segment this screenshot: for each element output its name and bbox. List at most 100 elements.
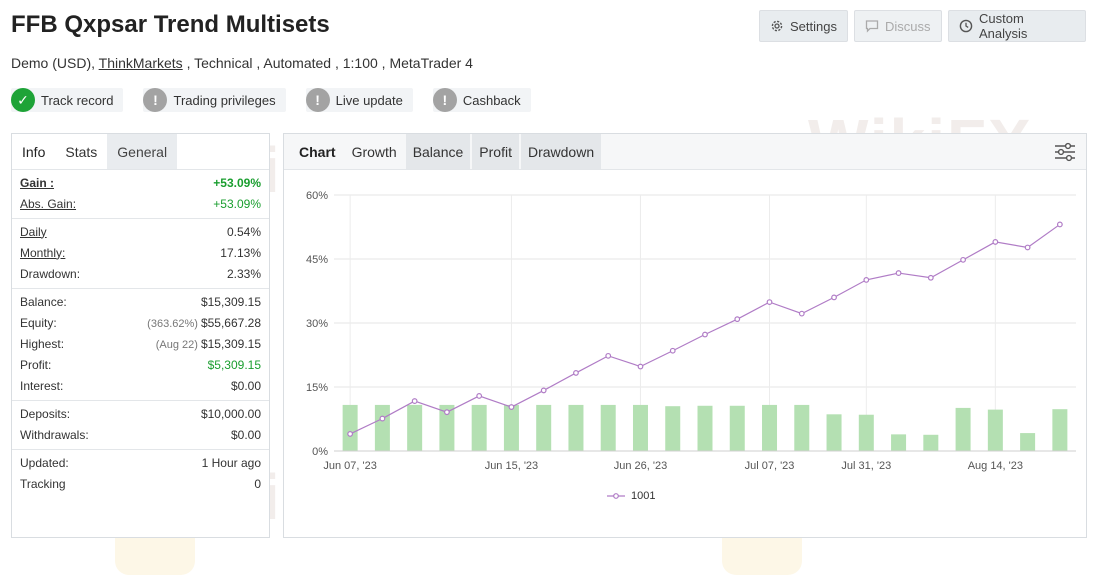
data-point <box>347 431 354 437</box>
stat-label: Updated: <box>20 455 69 470</box>
info-tabs: Info Stats General <box>12 134 269 170</box>
stat-label: Deposits: <box>20 406 71 421</box>
tab-info[interactable]: Info <box>22 144 46 160</box>
bar <box>374 404 390 451</box>
stat-profit: Profit: $5,309.15 <box>20 354 261 375</box>
x-tick-label: Jul 07, '23 <box>745 460 795 472</box>
badge-live-update: ! Live update <box>305 88 413 112</box>
data-point <box>702 331 708 338</box>
tab-drawdown[interactable]: Drawdown <box>520 134 602 169</box>
account-subtitle: Demo (USD), ThinkMarkets , Technical , A… <box>11 55 473 71</box>
stat-value: $15,309.15 <box>200 294 261 309</box>
custom-analysis-button[interactable]: Custom Analysis <box>948 10 1086 42</box>
badge-track-record: ✓ Track record <box>11 88 124 112</box>
stat-monthly: Monthly: 17.13% <box>20 242 261 263</box>
bar <box>407 404 423 451</box>
verification-badges: ✓ Track record ! Trading privileges ! Live … <box>11 88 531 112</box>
discuss-button[interactable]: Discuss <box>854 10 942 42</box>
stat-label: Balance: <box>20 294 67 309</box>
stat-label: Profit: <box>20 357 52 372</box>
info-panel: Info Stats General Gain : +53.09% Abs. Ga… <box>11 133 270 538</box>
exclamation-icon: ! <box>143 88 168 112</box>
stat-value: 0 <box>254 476 261 491</box>
data-point <box>831 294 837 301</box>
bar <box>923 434 939 451</box>
stat-value: $15,309.15 <box>200 336 261 351</box>
highest-date: (Aug 22) <box>155 338 198 351</box>
bar <box>826 414 842 451</box>
x-tick-label: Jun 26, '23 <box>614 460 667 472</box>
data-point <box>895 270 902 276</box>
legend-label: 1001 <box>631 490 656 502</box>
bar <box>665 406 681 451</box>
y-tick-label: 0% <box>312 446 328 458</box>
stat-label: Equity: <box>20 315 57 330</box>
data-point <box>573 370 579 376</box>
tab-chart[interactable]: Chart <box>299 144 336 160</box>
x-tick-label: Jun 07, '23 <box>323 460 376 472</box>
data-point <box>669 347 676 354</box>
page-title: FFB Qxpsar Trend Multisets <box>11 11 330 38</box>
tab-general[interactable]: General <box>107 134 178 169</box>
stat-deposits: Deposits: $10,000.00 <box>20 403 261 424</box>
chart-settings-button[interactable] <box>1054 142 1076 167</box>
data-point <box>411 398 418 404</box>
x-tick-label: Jun 15, '23 <box>485 460 538 472</box>
tab-stats[interactable]: Stats <box>65 144 98 160</box>
chart-tabs: Chart Growth Balance Profit Drawdown <box>284 134 1086 170</box>
stat-value: 0.54% <box>226 224 261 239</box>
legend-marker <box>607 493 625 499</box>
y-tick-label: 60% <box>306 190 328 202</box>
stat-gain: Gain : +53.09% <box>20 172 261 193</box>
stat-label[interactable]: Daily <box>20 224 47 239</box>
stat-value: 2.33% <box>226 266 261 281</box>
bar <box>955 407 971 451</box>
growth-chart: 0% 15% 30% 45% 60% Jun 07, '23 Jun 15, '23 Jun … <box>306 190 1076 472</box>
data-point <box>1024 244 1031 251</box>
sliders-icon <box>1055 142 1075 162</box>
stat-value: +53.09% <box>213 196 261 211</box>
stat-highest: Highest: (Aug 22) $15,309.15 <box>20 333 261 354</box>
data-point <box>766 299 773 305</box>
comment-icon <box>865 20 879 33</box>
tab-profit[interactable]: Profit <box>472 134 519 169</box>
bar <box>600 404 616 451</box>
data-point <box>637 363 644 370</box>
bar <box>987 409 1003 451</box>
settings-button[interactable]: Settings <box>759 10 848 42</box>
broker-link[interactable]: ThinkMarkets <box>98 55 183 71</box>
update-group: Updated: 1 Hour ago Tracking 0 <box>12 450 269 498</box>
exclamation-icon: ! <box>432 88 457 112</box>
stat-value: $0.00 <box>230 378 261 393</box>
data-point <box>379 415 386 422</box>
chart-legend[interactable]: 1001 <box>607 490 655 502</box>
bar <box>1052 409 1068 451</box>
stat-withdrawals: Withdrawals: $0.00 <box>20 424 261 445</box>
bar <box>697 405 713 451</box>
rates-group: Daily 0.54% Monthly: 17.13% Drawdown: 2.33% <box>12 219 269 289</box>
tab-balance[interactable]: Balance <box>405 134 471 169</box>
stat-equity: Equity: (363.62%) $55,667.28 <box>20 312 261 333</box>
bar <box>794 404 810 451</box>
stat-label[interactable]: Gain : <box>20 175 55 190</box>
stat-label[interactable]: Monthly: <box>20 245 66 260</box>
y-tick-label: 15% <box>306 382 328 394</box>
stat-updated: Updated: 1 Hour ago <box>20 452 261 473</box>
stat-label: Interest: <box>20 378 64 393</box>
equity-percent: (363.62%) <box>147 317 198 330</box>
bar <box>503 404 519 451</box>
check-icon: ✓ <box>11 88 35 112</box>
stat-label: Withdrawals: <box>20 427 89 442</box>
bar <box>1020 433 1036 451</box>
bar <box>729 405 745 451</box>
x-tick-label: Aug 14, '23 <box>968 460 1023 472</box>
stat-label: Tracking <box>20 476 66 491</box>
stat-drawdown: Drawdown: 2.33% <box>20 263 261 284</box>
gain-group: Gain : +53.09% Abs. Gain: +53.09% <box>12 170 269 219</box>
stat-abs-gain: Abs. Gain: +53.09% <box>20 193 261 214</box>
data-point <box>540 387 547 394</box>
tab-growth[interactable]: Growth <box>351 144 397 160</box>
stat-label[interactable]: Abs. Gain: <box>20 196 77 211</box>
stat-value: 1 Hour ago <box>201 455 261 470</box>
data-point <box>444 409 450 416</box>
